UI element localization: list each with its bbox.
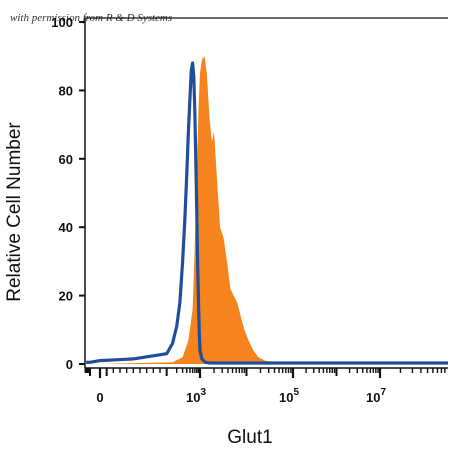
- y-tick-label-20: 20: [59, 289, 73, 304]
- axes: 0 20 40 60 80 100 0 103 105 107: [51, 15, 448, 405]
- plot-area: [86, 56, 448, 365]
- y-tick-label-40: 40: [59, 220, 73, 235]
- y-tick-label-100: 100: [51, 15, 73, 30]
- y-tick-label-80: 80: [59, 83, 73, 98]
- y-tick-label-0: 0: [66, 357, 73, 372]
- series-1-line-histogram: [86, 61, 448, 365]
- y-tick-label-60: 60: [59, 152, 73, 167]
- y-axis-title: Relative Cell Number: [4, 122, 25, 302]
- x-tick-label-2: 105: [279, 387, 299, 405]
- x-tick-label-1: 103: [186, 387, 206, 405]
- x-tick-label-3: 107: [366, 387, 386, 405]
- series-0-filled-histogram: [86, 56, 448, 364]
- x-axis-title: Glut1: [227, 427, 272, 448]
- x-tick-label-0: 0: [96, 390, 103, 405]
